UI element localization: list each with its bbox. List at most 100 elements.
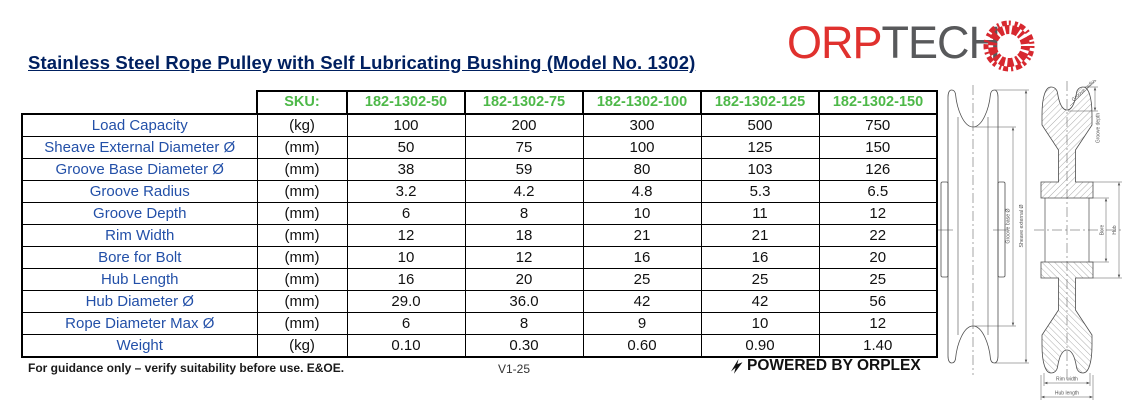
- row-value: 38: [346, 158, 466, 181]
- row-label: Rim Width: [21, 224, 258, 247]
- row-value: 12: [818, 312, 938, 335]
- sku-header-cell: 182-1302-75: [464, 90, 584, 115]
- table-row: Rim Width (mm) 12 18 21 21 22: [21, 224, 938, 247]
- row-unit: (mm): [256, 312, 348, 335]
- row-value: 18: [464, 224, 584, 247]
- row-value: 5.3: [700, 180, 820, 203]
- row-value: 500: [700, 113, 820, 137]
- powered-by-text: POWERED BY ORPLEX: [747, 357, 921, 374]
- row-value: 8: [464, 202, 584, 225]
- row-label: Groove Radius: [21, 180, 258, 203]
- row-value: 75: [464, 136, 584, 159]
- row-unit: (mm): [256, 224, 348, 247]
- row-value: 11: [700, 202, 820, 225]
- row-label: Groove Base Diameter Ø: [21, 158, 258, 181]
- spec-table: SKU: 182-1302-50 182-1302-75 182-1302-100 1…: [21, 90, 938, 358]
- row-value: 0.60: [582, 334, 702, 358]
- row-value: 42: [582, 290, 702, 313]
- row-value: 56: [818, 290, 938, 313]
- row-value: 21: [582, 224, 702, 247]
- dim-label-groove-base: Groove base Ø: [1006, 208, 1012, 243]
- table-corner-blank: [22, 91, 257, 114]
- gear-burst-icon: [983, 20, 1035, 72]
- dim-label-bore: Bore: [1100, 225, 1106, 236]
- version-label: V1-25: [498, 362, 531, 376]
- table-row: Bore for Bolt (mm) 10 12 16 16 20: [21, 246, 938, 269]
- row-value: 10: [700, 312, 820, 335]
- lightning-bolt-icon: [731, 358, 743, 374]
- row-unit: (mm): [256, 246, 348, 269]
- row-value: 20: [818, 246, 938, 269]
- row-unit: (mm): [256, 136, 348, 159]
- row-value: 59: [464, 158, 584, 181]
- row-value: 36.0: [464, 290, 584, 313]
- row-value: 125: [700, 136, 820, 159]
- row-value: 300: [582, 113, 702, 137]
- sku-header-cell: 182-1302-125: [700, 90, 820, 115]
- orptech-logo: ORPTECH: [787, 17, 1001, 68]
- row-unit: (mm): [256, 268, 348, 291]
- dim-label-hub: Hub: [1112, 225, 1118, 234]
- row-label: Load Capacity: [21, 113, 258, 137]
- spec-table-body: Load Capacity (kg) 100 200 300 500 750 Sheave E…: [21, 113, 938, 358]
- row-value: 12: [818, 202, 938, 225]
- table-row: Hub Diameter Ø (mm) 29.0 36.0 42 42 56: [21, 290, 938, 313]
- row-unit: (kg): [256, 334, 348, 358]
- row-value: 0.90: [700, 334, 820, 358]
- dim-label-hub-length: Hub length: [1055, 391, 1079, 397]
- row-label: Bore for Bolt: [21, 246, 258, 269]
- row-value: 6: [346, 202, 466, 225]
- table-row: Groove Depth (mm) 6 8 10 11 12: [21, 202, 938, 225]
- table-row: Weight (kg) 0.10 0.30 0.60 0.90 1.40: [21, 334, 938, 358]
- row-unit: (mm): [256, 202, 348, 225]
- table-row: Load Capacity (kg) 100 200 300 500 750: [21, 113, 938, 137]
- table-row: Rope Diameter Max Ø (mm) 6 8 9 10 12: [21, 312, 938, 335]
- table-row: Groove Base Diameter Ø (mm) 38 59 80 103 126: [21, 158, 938, 181]
- row-value: 25: [582, 268, 702, 291]
- dim-label-rim-width: Rim width: [1056, 377, 1078, 383]
- row-value: 126: [818, 158, 938, 181]
- row-value: 8: [464, 312, 584, 335]
- row-value: 3.2: [346, 180, 466, 203]
- sku-header-cell: 182-1302-150: [818, 90, 938, 115]
- row-value: 50: [346, 136, 466, 159]
- row-value: 6.5: [818, 180, 938, 203]
- row-value: 22: [818, 224, 938, 247]
- disclaimer-text: For guidance only – verify suitability b…: [28, 361, 345, 375]
- row-value: 12: [346, 224, 466, 247]
- row-value: 80: [582, 158, 702, 181]
- table-row: Sheave External Diameter Ø (mm) 50 75 100 125…: [21, 136, 938, 159]
- row-label: Groove Depth: [21, 202, 258, 225]
- row-value: 12: [464, 246, 584, 269]
- row-value: 4.2: [464, 180, 584, 203]
- row-value: 10: [582, 202, 702, 225]
- row-value: 16: [582, 246, 702, 269]
- row-unit: (mm): [256, 180, 348, 203]
- row-value: 0.30: [464, 334, 584, 358]
- logo-text-tech: TECH: [881, 17, 1001, 68]
- row-value: 25: [700, 268, 820, 291]
- dim-label-sheave-external: Sheave external Ø: [1019, 205, 1025, 248]
- row-value: 29.0: [346, 290, 466, 313]
- pulley-profile-drawing: Groove base Ø Sheave external Ø: [938, 85, 1029, 375]
- row-value: 25: [818, 268, 938, 291]
- row-value: 750: [818, 113, 938, 137]
- row-value: 16: [346, 268, 466, 291]
- row-label: Sheave External Diameter Ø: [21, 136, 258, 159]
- row-value: 4.8: [582, 180, 702, 203]
- table-row: Hub Length (mm) 16 20 25 25 25: [21, 268, 938, 291]
- row-value: 20: [464, 268, 584, 291]
- row-unit: (mm): [256, 158, 348, 181]
- row-value: 100: [346, 113, 466, 137]
- row-value: 100: [582, 136, 702, 159]
- sku-header-cell: 182-1302-50: [346, 90, 466, 115]
- sku-header-cell: 182-1302-100: [582, 90, 702, 115]
- sku-header-row: SKU: 182-1302-50 182-1302-75 182-1302-100 1…: [22, 90, 938, 115]
- row-unit: (kg): [256, 113, 348, 137]
- row-label: Hub Length: [21, 268, 258, 291]
- row-value: 42: [700, 290, 820, 313]
- powered-by: POWERED BY ORPLEX: [729, 357, 921, 375]
- row-value: 16: [700, 246, 820, 269]
- pulley-section-drawing: Groove radius Groove depth Bore Hub Rim …: [1034, 80, 1124, 400]
